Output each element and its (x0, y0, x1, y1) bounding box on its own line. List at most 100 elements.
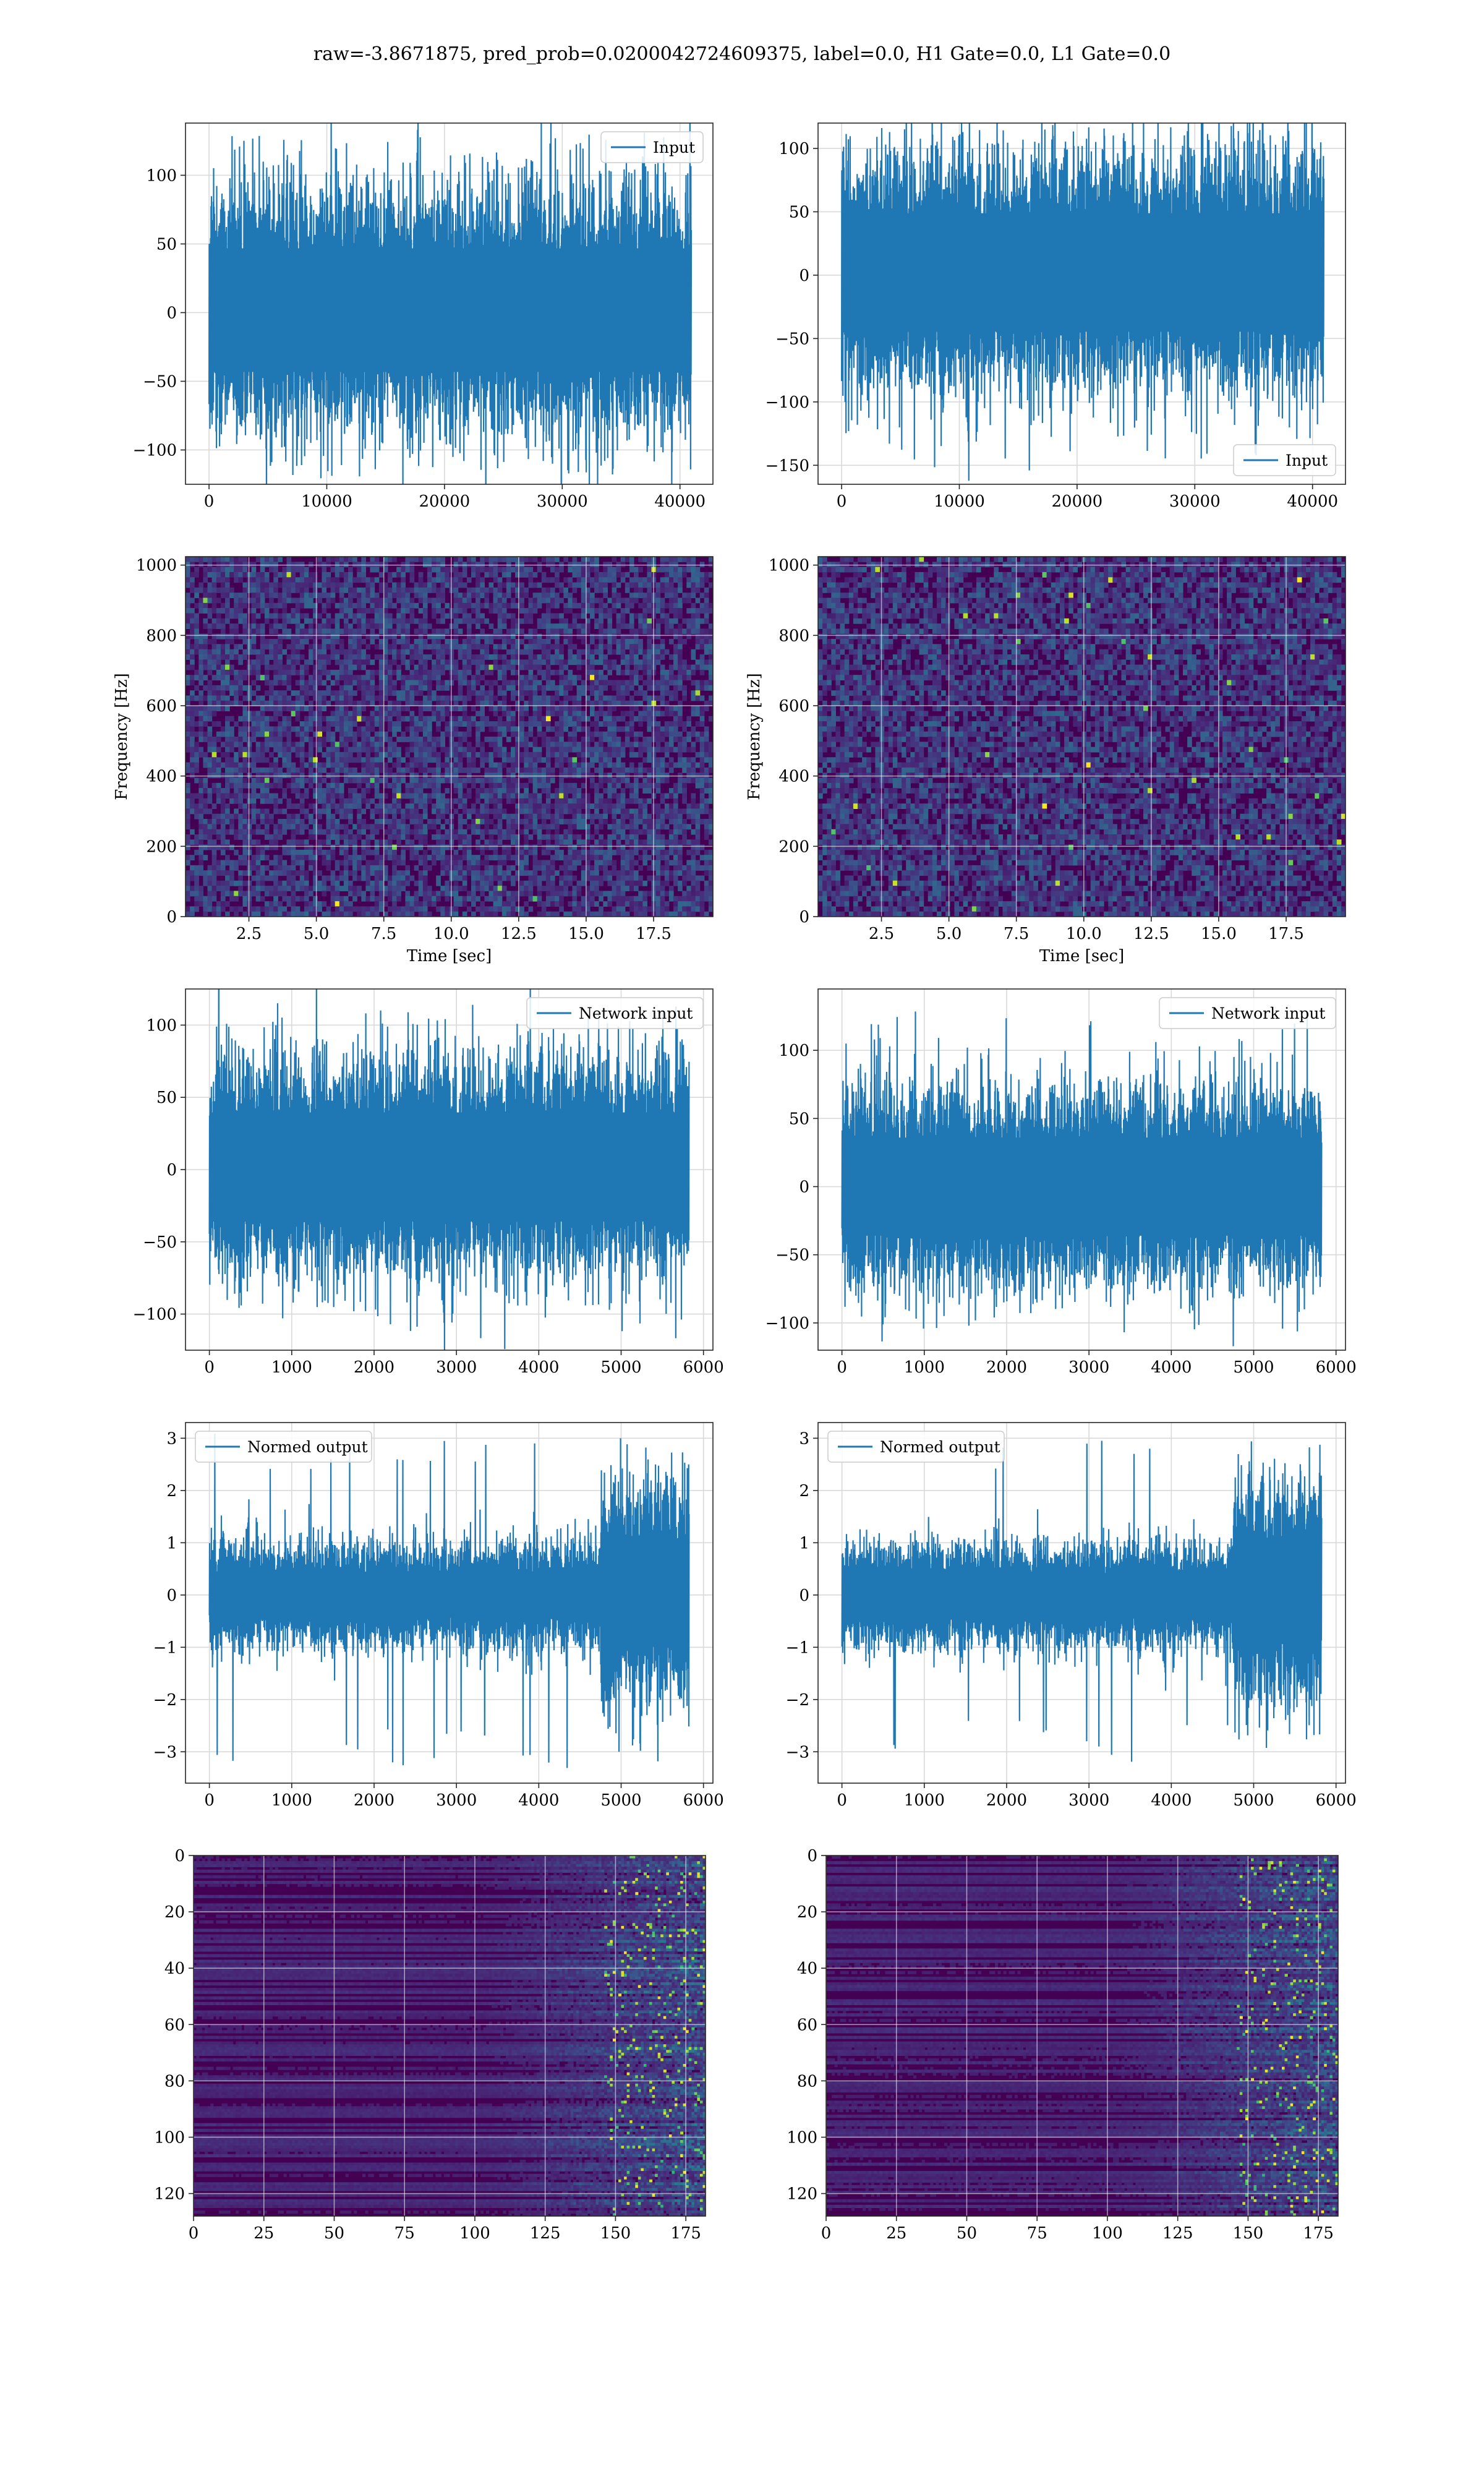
y-tick-label: −3 (153, 1743, 177, 1761)
legend: Normed output (827, 1431, 1005, 1463)
x-tick-label: 40000 (654, 492, 706, 511)
legend: Network input (1159, 997, 1336, 1029)
x-tick-label: 175 (670, 2224, 701, 2243)
x-tick-label: 6000 (1316, 1791, 1357, 1810)
x-tick-label: 0 (204, 492, 215, 511)
y-tick-label: 1 (799, 1534, 809, 1552)
axes-frame (185, 1422, 714, 1784)
y-tick-label: −3 (786, 1743, 809, 1761)
legend-box (526, 997, 704, 1029)
y-tick-label: 600 (146, 697, 177, 716)
y-tick-label: 0 (799, 908, 809, 927)
chart-l1-feature-map: 0 25 50 75 100 125 150 175 0 20 40 60 80 100 120 (787, 1847, 1339, 2243)
x-tick-label: 12.5 (501, 925, 537, 943)
legend-box (195, 1431, 372, 1463)
series-core (209, 248, 691, 372)
x-tick-label: 7.5 (371, 925, 396, 943)
y-tick-label: −2 (153, 1691, 177, 1710)
x-tick-label: 15.0 (568, 925, 604, 943)
x-tick-label: 2.5 (869, 925, 894, 943)
x-tick-label: 75 (394, 2224, 415, 2243)
x-tick-label: 25 (254, 2224, 274, 2243)
chart-l1-spectrogram: 2.5 5.0 7.5 10.0 12.5 15.0 17.5 0 200 400 600 800 10… (745, 556, 1346, 965)
x-tick-label: 10000 (301, 492, 352, 511)
series-core-burst (600, 1551, 689, 1639)
y-tick-label: 0 (799, 267, 809, 285)
x-tick-label: 50 (324, 2224, 344, 2243)
series-core (209, 1112, 689, 1222)
y-tick-label: 100 (778, 140, 809, 158)
heatmap-cells (818, 557, 1345, 917)
x-tick-label: 2000 (354, 1358, 394, 1377)
y-tick-label: 800 (778, 627, 809, 645)
y-tick-label: 0 (799, 1586, 809, 1605)
y-tick-label: 80 (797, 2072, 817, 2091)
x-tick-label: 5000 (600, 1358, 641, 1377)
y-tick-label: 100 (778, 1042, 809, 1060)
x-tick-label: 30000 (537, 492, 588, 511)
x-tick-label: 2000 (986, 1358, 1027, 1377)
plot-area (194, 1856, 706, 2216)
x-tick-label: 1000 (271, 1791, 312, 1810)
x-tick-label: 125 (530, 2224, 561, 2243)
x-tick-label: 5000 (1233, 1358, 1274, 1377)
y-tick-label: −50 (143, 372, 177, 391)
axes-frame (193, 1855, 706, 2217)
x-tick-label: 20000 (1052, 492, 1103, 511)
x-tick-label: 0 (189, 2224, 199, 2243)
x-tick-label: 4000 (1151, 1358, 1192, 1377)
x-tick-label: 125 (1162, 2224, 1193, 2243)
legend: Network input (526, 997, 704, 1029)
y-tick-label: 120 (154, 2185, 185, 2204)
x-tick-label: 6000 (683, 1791, 724, 1810)
x-tick-label: 12.5 (1133, 925, 1169, 943)
y-tick-label: −150 (765, 456, 809, 475)
x-tick-label: 150 (600, 2224, 631, 2243)
x-tick-label: 10.0 (433, 925, 469, 943)
plot-area (818, 1423, 1345, 1783)
plot-area (186, 989, 713, 1350)
legend-box (1159, 997, 1336, 1029)
y-tick-label: 0 (166, 304, 177, 322)
y-tick-label: −100 (765, 393, 809, 412)
y-tick-label: 40 (164, 1959, 185, 1978)
y-tick-label: 80 (164, 2072, 185, 2091)
y-tick-label: 100 (146, 166, 177, 185)
y-tick-label: 20 (797, 1903, 817, 1922)
x-tick-label: 25 (886, 2224, 906, 2243)
x-tick-label: 3000 (1068, 1791, 1109, 1810)
figure-suptitle: raw=-3.8671875, pred_prob=0.020004272460… (0, 43, 1484, 65)
y-tick-label: −1 (786, 1638, 809, 1657)
y-tick-label: 200 (778, 837, 809, 856)
y-tick-label: 1000 (769, 557, 809, 575)
x-tick-label: 0 (837, 1358, 847, 1377)
y-tick-label: 50 (156, 235, 177, 254)
y-axis-label: Frequency [Hz] (745, 673, 764, 800)
y-tick-label: 1 (166, 1534, 177, 1552)
x-tick-label: 2000 (354, 1791, 394, 1810)
y-tick-label: 50 (789, 1110, 809, 1128)
chart-h1-spectrogram: 2.5 5.0 7.5 10.0 12.5 15.0 17.5 0 200 400 600 800 10… (113, 556, 714, 965)
chart-h1-normed-output: Normed output 0 1000 2000 3000 4000 5000 6000 −3… (153, 1422, 724, 1810)
x-tick-label: 1000 (904, 1791, 945, 1810)
x-axis-label: Time [sec] (1039, 947, 1125, 965)
x-tick-label: 30000 (1169, 492, 1221, 511)
y-tick-label: 200 (146, 837, 177, 856)
y-tick-label: 120 (787, 2185, 817, 2204)
x-tick-label: 5.0 (304, 925, 329, 943)
x-tick-label: 0 (837, 1791, 847, 1810)
y-tick-label: 60 (164, 2016, 185, 2034)
x-tick-label: 100 (1092, 2224, 1123, 2243)
chart-l1-input: Input 0 10000 20000 30000 40000 −150 −100 −50 0 50… (765, 122, 1346, 511)
y-tick-label: 400 (146, 768, 177, 786)
y-tick-label: 0 (174, 1847, 185, 1865)
axes-frame (825, 1855, 1339, 2217)
x-tick-label: 17.5 (1268, 925, 1304, 943)
axes-frame (817, 122, 1346, 485)
y-tick-label: 100 (146, 1016, 177, 1035)
x-tick-label: 1000 (904, 1358, 945, 1377)
x-tick-label: 3000 (436, 1791, 477, 1810)
x-tick-label: 20000 (419, 492, 471, 511)
